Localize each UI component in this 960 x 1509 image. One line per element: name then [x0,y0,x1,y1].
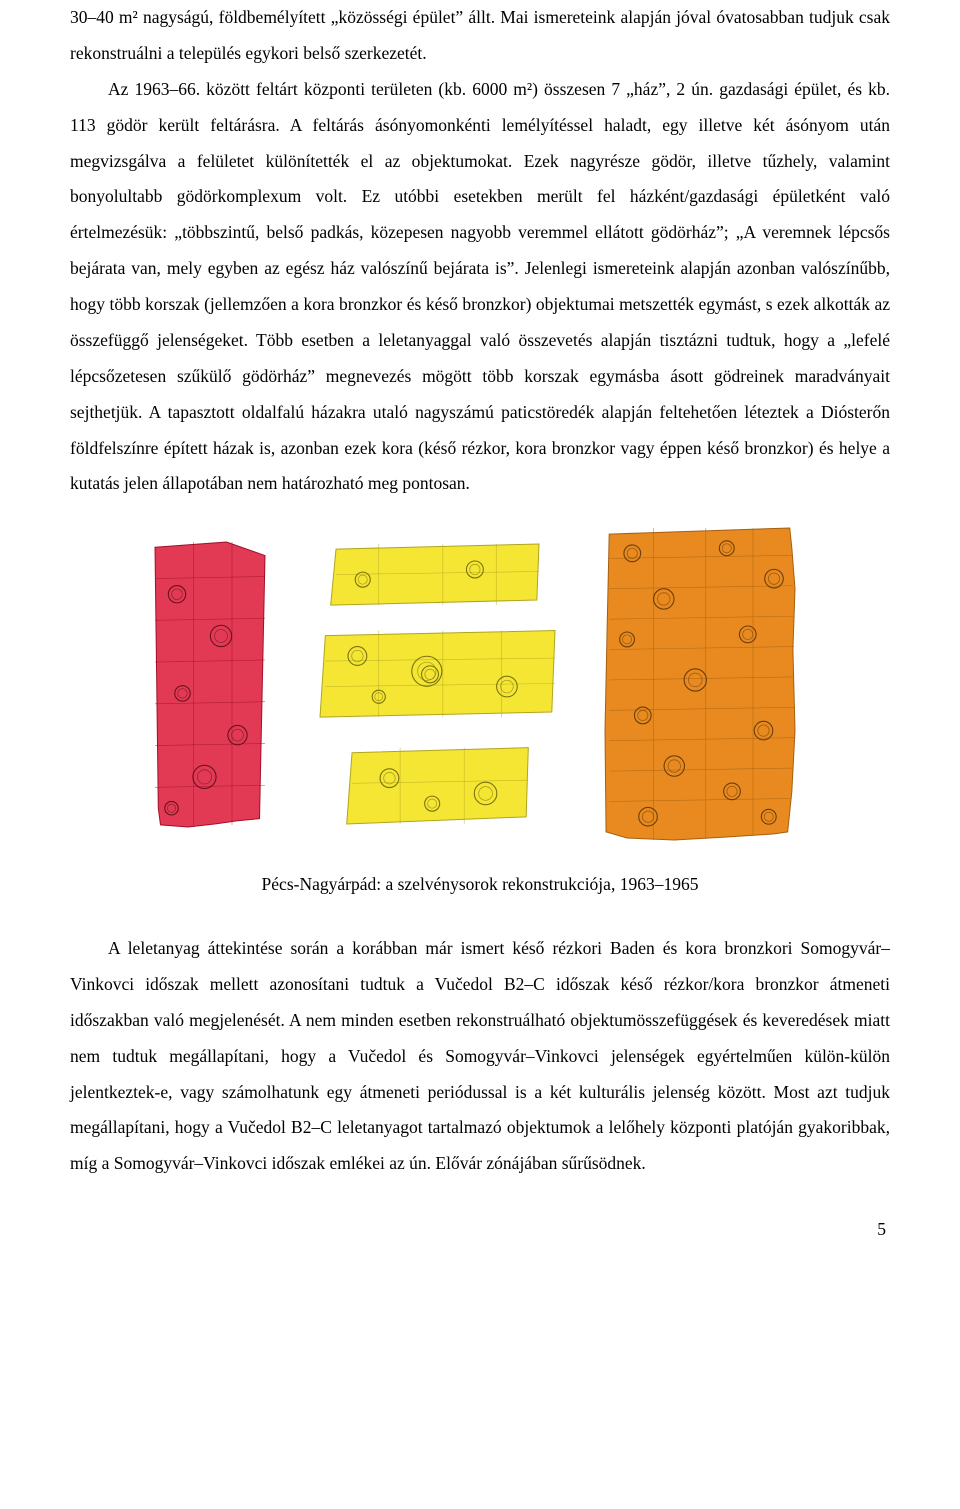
excavation-diagram-svg [130,524,830,844]
page: 30–40 m² nagyságú, földbemélyített „közö… [0,0,960,1308]
paragraph-1: 30–40 m² nagyságú, földbemélyített „közö… [70,0,890,72]
paragraph-3: A leletanyag áttekintése során a korábba… [70,931,890,1182]
paragraph-2: Az 1963–66. között feltárt központi terü… [70,72,890,503]
page-number: 5 [70,1212,890,1248]
figure-excavation-sections [70,524,890,857]
figure-caption: Pécs-Nagyárpád: a szelvénysorok rekonstr… [70,867,890,903]
